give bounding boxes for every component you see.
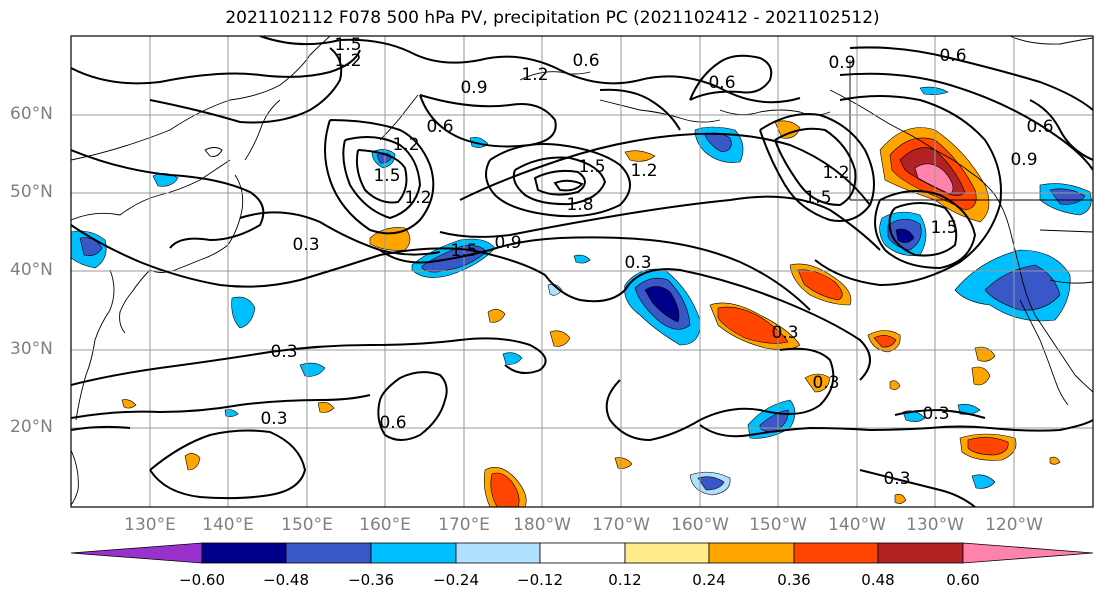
lat-label: 20°N xyxy=(10,417,53,437)
contour-label: 0.3 xyxy=(883,469,910,489)
colorbar-segment xyxy=(539,542,626,564)
colorbar-tick: 0.12 xyxy=(608,571,642,589)
colorbar-segment xyxy=(455,542,541,564)
lon-label: 180°W xyxy=(513,515,571,535)
contour-label: 0.3 xyxy=(292,235,319,255)
map-title: 2021102112 F078 500 hPa PV, precipitatio… xyxy=(225,8,880,28)
contour-label: 1.5 xyxy=(334,35,361,55)
coastlines xyxy=(71,36,1093,506)
contour-label: 0.6 xyxy=(939,46,966,66)
lon-label: 160°W xyxy=(671,515,729,535)
colorbar-segment xyxy=(624,542,710,564)
contour-label: 1.5 xyxy=(578,157,605,177)
lon-label: 140°E xyxy=(202,515,254,535)
contour-labels: 1.5 1.2 0.9 0.6 0.6 1.2 0.9 0.6 0.6 1.5 … xyxy=(260,35,1053,489)
colorbar-segment xyxy=(370,542,457,564)
contour-label: 0.9 xyxy=(494,233,521,253)
contour-label: 0.9 xyxy=(828,53,855,73)
colorbar-tick: −0.24 xyxy=(433,571,479,589)
lon-label: 140°W xyxy=(828,515,886,535)
lon-label: 170°W xyxy=(592,515,650,535)
colorbar-tick: −0.60 xyxy=(179,571,225,589)
contour-label: 0.3 xyxy=(260,409,287,429)
lon-label: 150°E xyxy=(281,515,333,535)
contour-label: 0.3 xyxy=(922,404,949,424)
colorbar-segment xyxy=(70,542,203,564)
contour-label: 1.5 xyxy=(450,241,477,261)
lon-label: 170°E xyxy=(438,515,490,535)
colorbar-segment xyxy=(793,542,879,564)
colorbar-segment xyxy=(201,542,287,564)
lat-label: 40°N xyxy=(10,260,53,280)
contour-label: 1.8 xyxy=(566,195,593,215)
contour-label: 1.2 xyxy=(521,65,548,85)
lon-label: 160°E xyxy=(359,515,411,535)
colorbar-tick: 0.36 xyxy=(777,571,811,589)
contour-label: 0.6 xyxy=(1026,117,1053,137)
contour-label: 0.6 xyxy=(426,117,453,137)
colorbar-segment xyxy=(708,542,795,564)
gridlines xyxy=(71,36,1093,507)
colorbar-segment xyxy=(285,542,372,564)
colorbar-tick: 0.60 xyxy=(946,571,980,589)
contour-label: 1.2 xyxy=(392,135,419,155)
contour-label: 1.5 xyxy=(930,218,957,238)
map-frame xyxy=(70,35,1094,508)
lat-label: 30°N xyxy=(10,339,53,359)
contour-label: 0.6 xyxy=(708,73,735,93)
colorbar-tick: −0.48 xyxy=(263,571,309,589)
contour-label: 1.5 xyxy=(804,188,831,208)
contour-label: 1.2 xyxy=(334,51,361,71)
contour-label: 0.3 xyxy=(270,342,297,362)
contour-label: 1.5 xyxy=(373,166,400,186)
lon-label: 130°W xyxy=(906,515,964,535)
contour-label: 1.2 xyxy=(404,188,431,208)
contour-label: 1.2 xyxy=(822,163,849,183)
lon-label: 120°W xyxy=(985,515,1043,535)
contour-label: 0.6 xyxy=(379,413,406,433)
colorbar-segment xyxy=(962,542,1094,564)
colorbar-segment xyxy=(877,542,964,564)
lon-label: 150°W xyxy=(749,515,807,535)
contour-label: 0.9 xyxy=(460,78,487,98)
contour-label: 0.6 xyxy=(572,51,599,71)
contour-label: 0.3 xyxy=(771,323,798,343)
colorbar-tick: −0.12 xyxy=(517,571,563,589)
lat-label: 60°N xyxy=(10,104,53,124)
contour-label: 0.3 xyxy=(624,253,651,273)
contour-label: 0.9 xyxy=(1010,150,1037,170)
pv-contours xyxy=(71,36,1093,507)
colorbar-tick: −0.36 xyxy=(348,571,394,589)
colorbar-tick: 0.24 xyxy=(692,571,726,589)
contour-label: 1.2 xyxy=(630,161,657,181)
colorbar xyxy=(70,542,1094,564)
lat-label: 50°N xyxy=(10,182,53,202)
colorbar-tick: 0.48 xyxy=(861,571,895,589)
contour-label: 0.3 xyxy=(812,373,839,393)
lon-label: 130°E xyxy=(124,515,176,535)
